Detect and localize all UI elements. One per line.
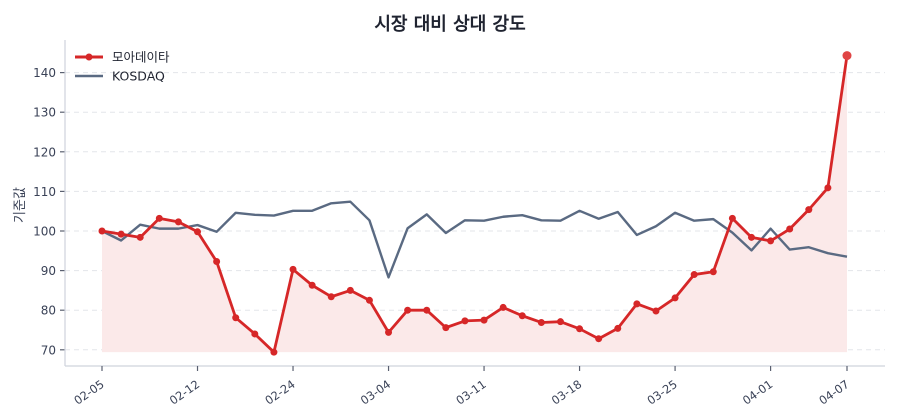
x-tick-label: 03-04 (358, 377, 393, 408)
data-point (270, 348, 278, 356)
data-point (117, 230, 125, 238)
x-tick-label: 04-01 (740, 377, 775, 408)
data-point (289, 265, 297, 273)
data-point (346, 286, 354, 294)
data-point (556, 318, 564, 326)
data-point (251, 330, 259, 338)
data-point (747, 233, 755, 241)
data-point (174, 218, 182, 226)
data-point (136, 233, 144, 241)
data-point (842, 51, 852, 61)
data-point (194, 228, 202, 236)
stock-line (101, 55, 849, 354)
x-tick-label: 04-07 (816, 377, 851, 408)
x-tick-label: 02-05 (71, 377, 106, 408)
x-tick-label: 02-24 (262, 377, 297, 408)
data-point (786, 225, 794, 233)
data-point (824, 184, 832, 192)
data-point (365, 296, 373, 304)
data-point (671, 294, 679, 302)
data-point (404, 306, 412, 314)
data-point (709, 268, 717, 276)
y-tick-label: 70 (41, 343, 56, 357)
data-point (98, 227, 106, 235)
data-point (767, 237, 775, 245)
data-point (213, 257, 221, 265)
x-tick-label: 03-18 (549, 377, 584, 408)
legend-label: 모아데이타 (112, 50, 170, 65)
y-tick-label: 110 (33, 185, 56, 199)
data-point (461, 317, 469, 325)
data-point (652, 307, 660, 315)
y-tick-label: 140 (33, 66, 56, 80)
data-point (385, 328, 393, 336)
data-point (614, 324, 622, 332)
kosdaq-line (101, 200, 848, 279)
data-point (595, 335, 603, 343)
data-point (423, 306, 431, 314)
legend-label: KOSDAQ (112, 69, 165, 84)
data-point (308, 281, 316, 289)
data-point (499, 303, 507, 311)
data-point (537, 318, 545, 326)
area-fill (102, 55, 847, 353)
x-tick-label: 02-12 (167, 377, 202, 408)
data-point (518, 312, 526, 320)
y-tick-label: 120 (33, 145, 56, 159)
data-point (442, 324, 450, 332)
data-point (232, 314, 240, 322)
legend-marker (85, 53, 93, 61)
chart-title: 시장 대비 상대 강도 (374, 14, 526, 35)
data-point (327, 293, 335, 301)
x-tick-label: 03-25 (644, 377, 679, 408)
data-point (690, 271, 698, 279)
data-point (155, 214, 163, 222)
data-point (633, 300, 641, 308)
y-axis-label: 기준값 (13, 187, 28, 223)
data-point (480, 316, 488, 324)
x-tick-label: 03-11 (453, 377, 488, 408)
y-tick-label: 90 (41, 264, 56, 278)
data-point (728, 214, 736, 222)
data-point (805, 206, 813, 214)
y-tick-label: 130 (33, 106, 56, 120)
y-tick-label: 100 (33, 225, 56, 239)
y-tick-label: 80 (41, 304, 56, 318)
data-point (576, 325, 584, 333)
